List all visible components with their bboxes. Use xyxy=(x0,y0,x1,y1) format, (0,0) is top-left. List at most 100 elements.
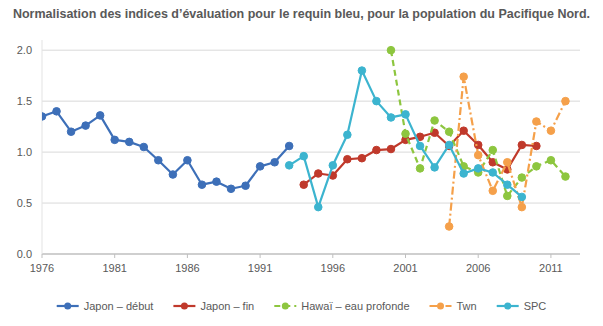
point xyxy=(547,156,555,164)
point xyxy=(503,192,511,200)
point xyxy=(256,163,264,171)
point xyxy=(387,114,395,122)
point xyxy=(111,136,119,144)
point xyxy=(518,203,526,211)
x-tick xyxy=(42,254,43,258)
point xyxy=(300,181,308,189)
legend-marker xyxy=(437,303,444,310)
x-axis-line xyxy=(42,254,580,255)
point xyxy=(489,146,497,154)
grid-line xyxy=(42,254,580,255)
x-tick xyxy=(405,254,406,258)
legend-label: SPC xyxy=(524,300,547,312)
point xyxy=(562,173,570,181)
point xyxy=(96,112,104,120)
point xyxy=(562,97,570,105)
point xyxy=(416,165,424,173)
point xyxy=(402,111,410,119)
legend-label: Twn xyxy=(457,300,477,312)
legend-marker xyxy=(64,303,71,310)
legend-label: Japon – fin xyxy=(200,300,254,312)
grid-line xyxy=(42,203,580,204)
point xyxy=(518,174,526,182)
point xyxy=(445,128,453,136)
point xyxy=(533,118,541,126)
point xyxy=(227,185,235,193)
point xyxy=(489,187,497,195)
x-tick-label: 1976 xyxy=(30,262,54,274)
legend-marker xyxy=(504,303,511,310)
y-axis-line xyxy=(42,40,43,254)
point xyxy=(387,46,395,54)
point xyxy=(358,67,366,75)
point xyxy=(42,113,46,121)
point xyxy=(125,138,133,146)
x-tick xyxy=(114,254,115,258)
point xyxy=(140,143,148,151)
point xyxy=(300,152,308,160)
legend-label: Japon – début xyxy=(84,300,154,312)
point xyxy=(489,169,497,177)
x-tick-label: 2006 xyxy=(466,262,490,274)
point xyxy=(285,162,293,170)
point xyxy=(547,127,555,135)
x-tick xyxy=(478,254,479,258)
point xyxy=(213,178,221,186)
point xyxy=(474,151,482,159)
point xyxy=(155,156,163,164)
point xyxy=(344,155,352,163)
point xyxy=(373,97,381,105)
y-tick-label: 1.5 xyxy=(17,95,32,107)
legend-marker xyxy=(282,303,289,310)
point xyxy=(402,130,410,138)
series-line xyxy=(391,50,565,196)
grid-line xyxy=(42,152,580,153)
point xyxy=(503,181,511,189)
series-line xyxy=(289,71,522,208)
point xyxy=(445,141,453,149)
point xyxy=(460,73,468,81)
point xyxy=(344,131,352,139)
point xyxy=(271,158,279,166)
grid-line xyxy=(42,50,580,51)
point xyxy=(358,154,366,162)
point xyxy=(314,170,322,178)
x-tick-label: 1986 xyxy=(175,262,199,274)
point xyxy=(460,127,468,135)
y-tick-label: 0.5 xyxy=(17,197,32,209)
y-tick-label: 1.0 xyxy=(17,146,32,158)
point xyxy=(184,156,192,164)
legend-marker xyxy=(181,303,188,310)
legend-item: SPC xyxy=(497,300,547,312)
point xyxy=(503,158,511,166)
point xyxy=(314,203,322,211)
point xyxy=(373,146,381,154)
series-line xyxy=(449,77,565,227)
title: Normalisation des indices d’évaluation p… xyxy=(13,7,590,21)
point xyxy=(460,170,468,178)
chart: Normalisation des indices d’évaluation p… xyxy=(0,0,603,326)
x-tick xyxy=(260,254,261,258)
point xyxy=(198,181,206,189)
point xyxy=(329,162,337,170)
point xyxy=(445,223,453,231)
grid-line xyxy=(42,101,580,102)
series-line xyxy=(42,111,289,188)
y-tick-label: 0.0 xyxy=(17,248,32,260)
point xyxy=(431,117,439,125)
point xyxy=(169,171,177,179)
x-tick-label: 1981 xyxy=(102,262,126,274)
x-tick xyxy=(332,254,333,258)
point xyxy=(242,182,250,190)
y-tick-label: 2.0 xyxy=(17,44,32,56)
x-tick-label: 2001 xyxy=(393,262,417,274)
series-line xyxy=(304,131,537,185)
x-tick xyxy=(187,254,188,258)
point xyxy=(387,145,395,153)
plot-area xyxy=(42,46,569,230)
point xyxy=(416,142,424,150)
legend-item: Japon – début xyxy=(57,300,154,312)
point xyxy=(53,108,61,116)
point xyxy=(518,141,526,149)
legend-item: Twn xyxy=(430,300,477,312)
